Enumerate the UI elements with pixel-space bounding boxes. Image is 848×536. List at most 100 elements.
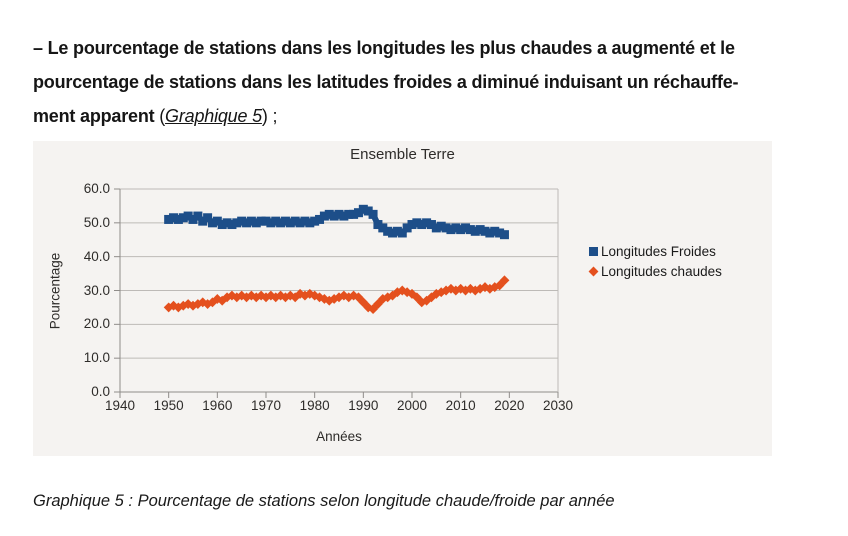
data-marker-square [368,209,378,219]
figure-caption: Graphique 5 : Pourcentage de stations se… [33,492,615,510]
data-marker-square [426,220,436,230]
data-marker-square [441,223,451,233]
y-tick-label: 30.0 [83,282,110,298]
data-marker-square [266,218,276,228]
graphique-5-link[interactable]: Graphique 5 [165,106,262,126]
x-tick-label: 1950 [153,398,184,413]
y-tick-label: 10.0 [83,350,110,366]
data-marker-square [290,216,300,226]
data-marker-square [295,218,305,228]
data-marker-square [334,209,344,219]
paragraph-line-3: ment apparent (Graphique 5) ; [33,99,833,133]
data-marker-square [280,216,290,226]
data-marker-square [397,228,407,238]
data-marker-square [324,209,334,219]
data-marker-square [388,228,398,238]
data-marker-square [436,221,446,231]
chart-figure: Ensemble Terre Pourcentage Années Longit… [33,141,772,456]
chart-legend: Longitudes Froides Longitudes chaudes [588,241,722,281]
data-marker-square [212,216,222,226]
data-marker-square [402,223,412,233]
legend-square-marker-icon [589,246,598,256]
data-marker-square [183,211,193,221]
paragraph-line-1: – Le pourcentage de stations dans les lo… [33,38,735,58]
data-marker-square [485,228,495,238]
series-line-1 [167,278,507,312]
x-tick-label: 1970 [250,398,282,413]
x-tick-label: 1990 [348,398,379,413]
data-marker-square [373,220,383,230]
legend-item-longitudes-chaudes: Longitudes chaudes [588,261,722,281]
data-marker-square [319,211,329,221]
x-tick-label: 2020 [494,398,525,413]
data-marker-square [232,218,242,228]
data-marker-square [353,208,363,218]
data-marker-square [251,218,261,228]
legend-label: Longitudes chaudes [601,263,722,279]
data-marker-square [305,218,315,228]
data-marker-square [495,228,505,238]
data-marker-square [276,218,286,228]
legend-label: Longitudes Froides [601,243,716,259]
data-marker-square [188,214,198,224]
y-tick-label: 50.0 [83,214,110,230]
data-marker-square [203,213,213,223]
legend-item-longitudes-froides: Longitudes Froides [589,241,722,261]
data-marker-square [358,204,368,214]
paragraph-line-2: pourcentage de stations dans les latitud… [33,72,739,92]
data-marker-square [480,226,490,236]
data-marker-square [285,218,295,228]
data-marker-square [392,226,402,236]
paren-open: ( [154,106,166,126]
x-tick-label: 1980 [299,398,330,413]
data-marker-square [246,216,256,226]
data-marker-square [227,220,237,230]
y-tick-label: 40.0 [83,248,110,264]
data-marker-square [300,216,310,226]
legend-diamond-marker-icon [588,266,599,276]
data-marker-square [499,230,509,240]
data-marker-square [422,218,432,228]
data-marker-square [407,220,417,230]
data-marker-square [193,211,203,221]
x-tick-label: 2010 [445,398,476,413]
data-marker-square [261,216,271,226]
x-tick-label: 1960 [202,398,233,413]
paren-close: ) ; [261,106,278,126]
data-marker-square [178,213,188,223]
data-marker-square [470,226,480,236]
data-marker-square [431,223,441,233]
data-marker-square [315,214,325,224]
data-marker-square [344,209,354,219]
data-marker-square [217,220,227,230]
data-marker-square [173,214,183,224]
paragraph-line-3-bold: ment apparent [33,106,155,126]
data-marker-square [363,206,373,216]
data-marker-square [412,218,422,228]
data-marker-square [169,213,179,223]
data-marker-square [242,218,252,228]
y-tick-label: 20.0 [83,316,110,332]
data-marker-square [383,226,393,236]
data-marker-square [256,216,266,226]
data-marker-square [456,225,466,235]
data-marker-square [222,218,232,228]
data-marker-square [451,223,461,233]
body-paragraph: – Le pourcentage de stations dans les lo… [33,31,833,133]
x-tick-label: 1940 [104,398,136,413]
data-marker-square [465,225,475,235]
x-axis-title: Années [316,429,362,444]
data-marker-square [310,216,320,226]
y-tick-label: 0.0 [91,384,110,399]
x-tick-label: 2000 [396,398,428,413]
data-marker-square [207,218,217,228]
data-marker-square [329,211,339,221]
data-marker-square [271,216,281,226]
y-tick-label: 60.0 [83,181,110,196]
data-marker-square [164,214,174,224]
data-marker-square [349,209,359,219]
data-marker-square [378,223,388,233]
data-marker-square [446,225,456,235]
data-marker-diamond [358,297,369,308]
